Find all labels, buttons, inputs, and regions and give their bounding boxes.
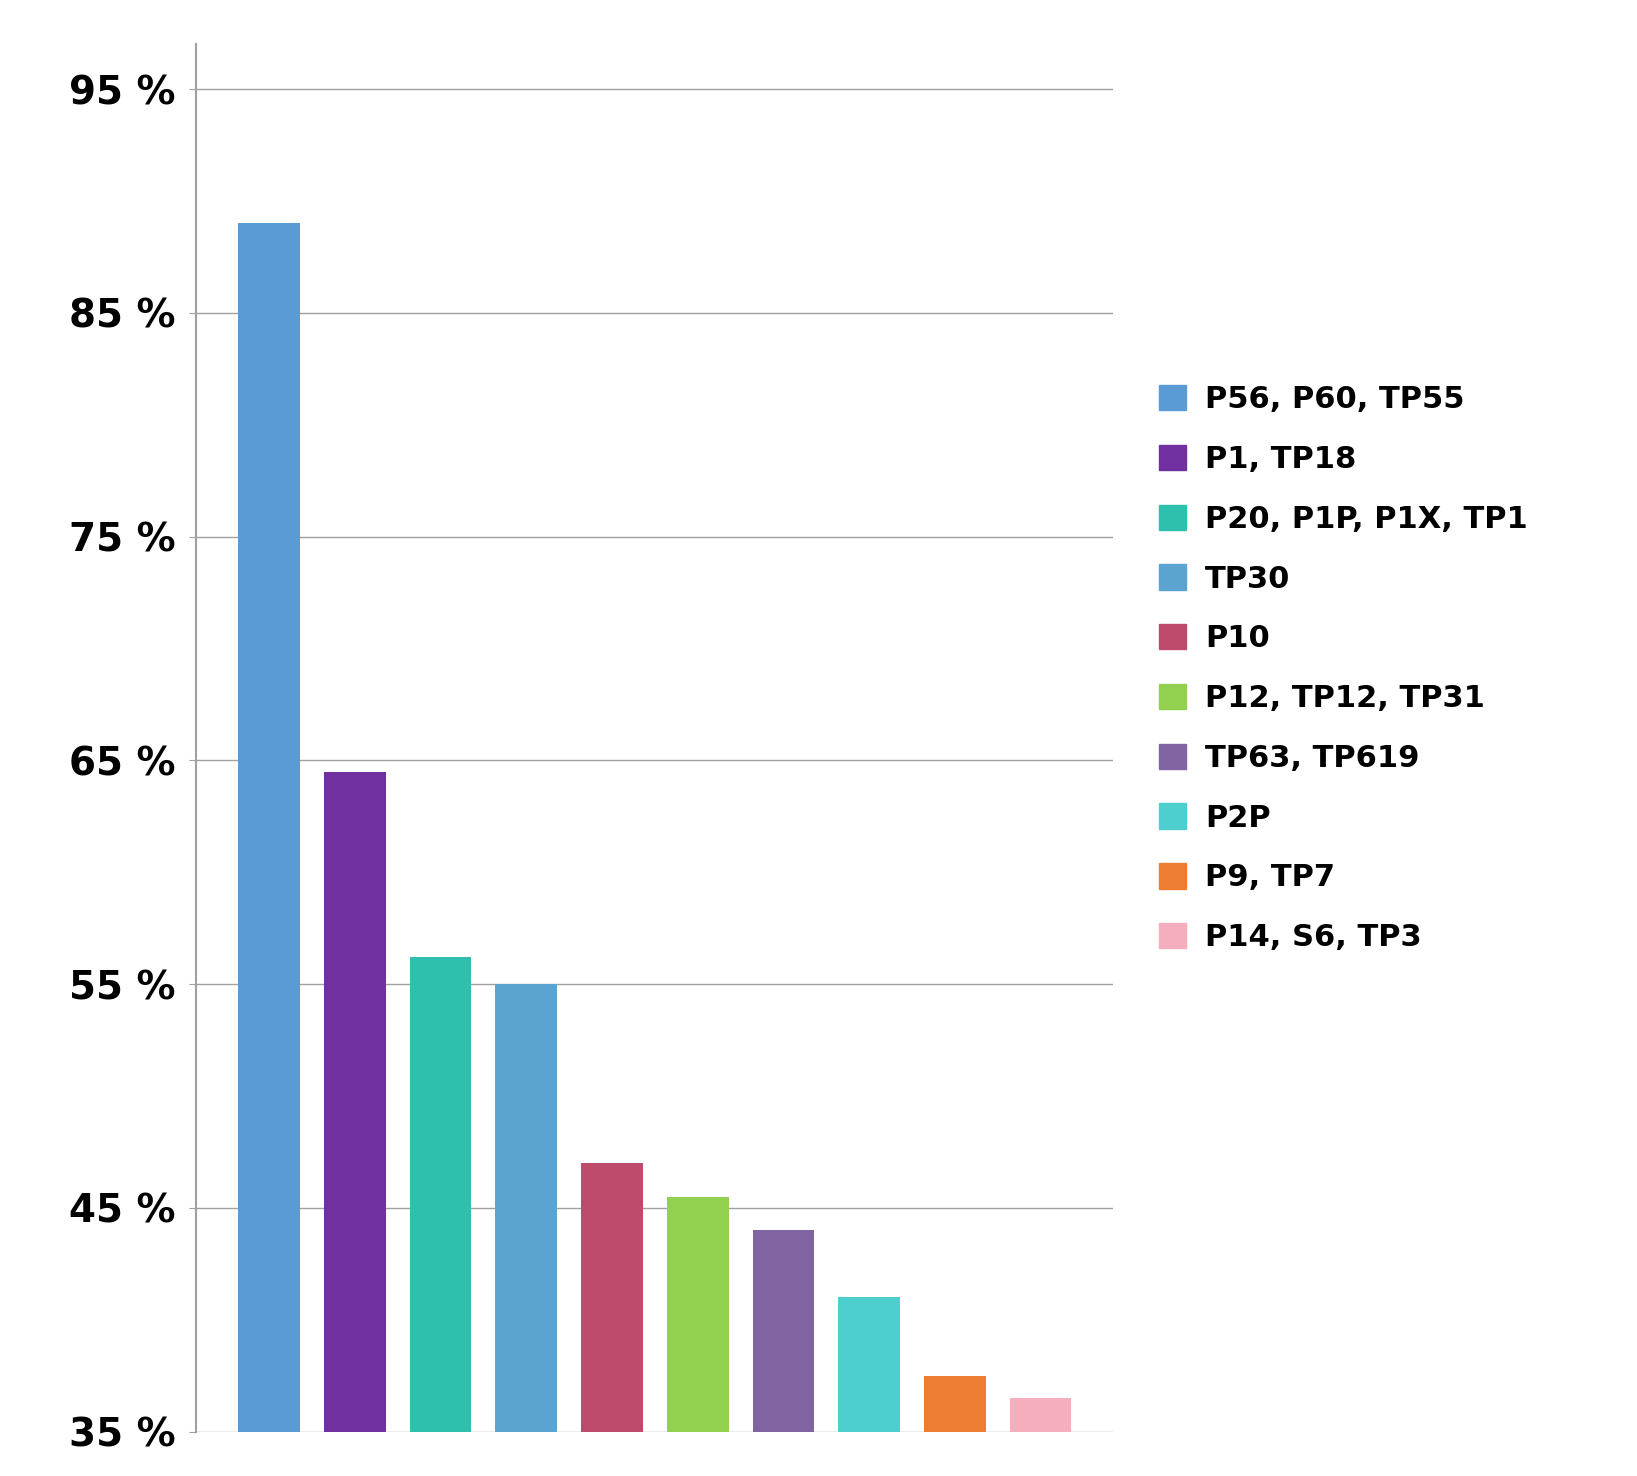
Legend: P56, P60, TP55, P1, TP18, P20, P1P, P1X, TP1, TP30, P10, P12, TP12, TP31, TP63, : P56, P60, TP55, P1, TP18, P20, P1P, P1X,… [1148, 373, 1540, 964]
Bar [666, 1197, 728, 1432]
Bar [581, 1163, 643, 1432]
Bar [237, 223, 300, 1432]
Bar [753, 1231, 814, 1432]
Bar [496, 984, 557, 1432]
Bar [1010, 1398, 1072, 1432]
Bar [923, 1376, 985, 1432]
Bar [409, 958, 471, 1432]
Bar [838, 1297, 900, 1432]
Bar [324, 772, 386, 1432]
